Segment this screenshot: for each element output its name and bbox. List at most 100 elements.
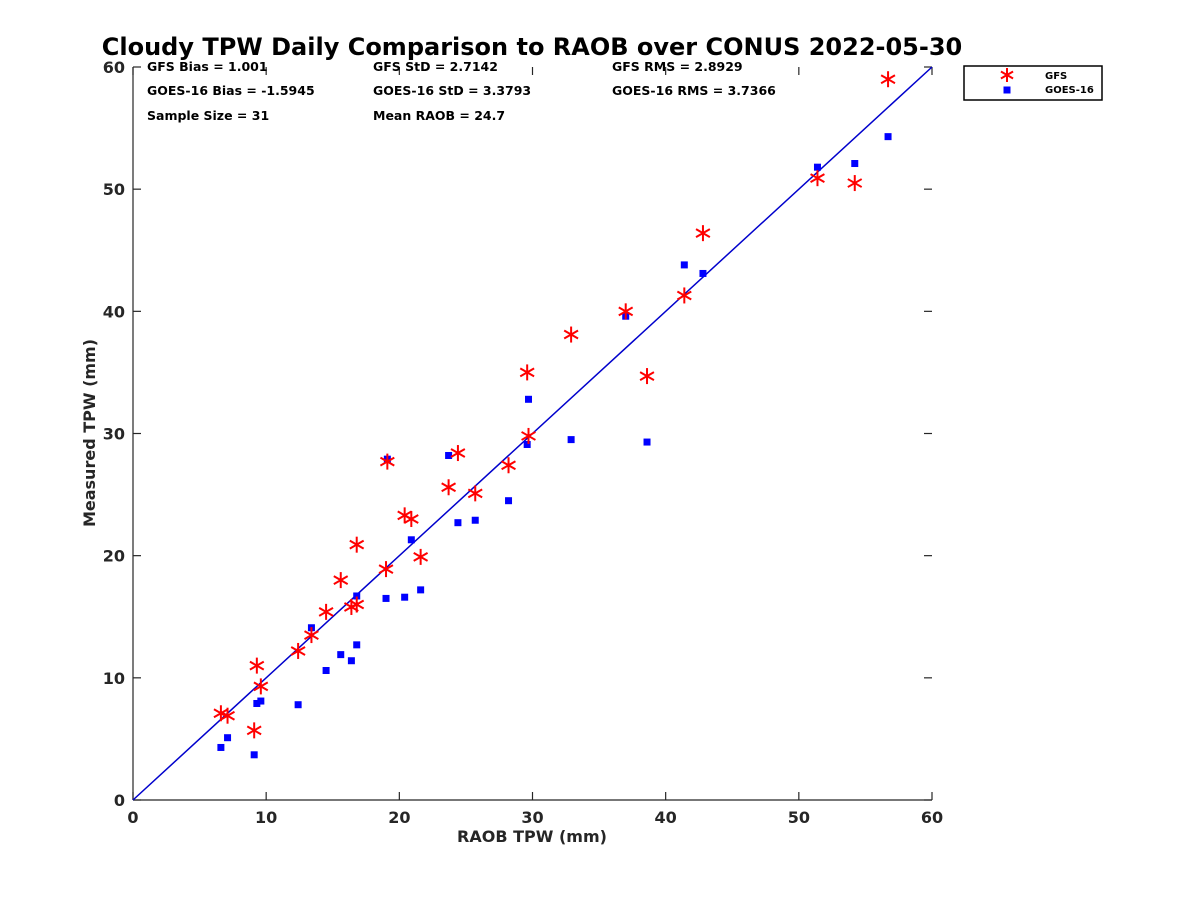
gfs-point xyxy=(519,364,535,381)
asterisk-stroke xyxy=(213,708,229,719)
gfs-point xyxy=(847,175,863,192)
chart-title: Cloudy TPW Daily Comparison to RAOB over… xyxy=(102,33,962,61)
gfs-point xyxy=(618,303,634,320)
asterisk-stroke xyxy=(563,329,579,340)
x-tick-label: 30 xyxy=(521,808,543,827)
goes16-point xyxy=(407,536,415,544)
gfs-std-stat: GFS StD = 2.7142 xyxy=(373,59,498,74)
goes16-point xyxy=(294,701,302,709)
asterisk-stroke xyxy=(349,599,365,610)
asterisk-stroke xyxy=(519,367,535,378)
gfs-point xyxy=(378,561,394,578)
asterisk-stroke xyxy=(880,74,896,85)
goes16-point xyxy=(525,395,533,403)
gfs-point xyxy=(220,707,235,724)
y-tick-label: 60 xyxy=(103,58,125,77)
goes16-point xyxy=(699,269,707,277)
y-axis-ticks: 0 10 20 30 40 50 60 xyxy=(103,58,932,810)
asterisk-stroke xyxy=(847,178,863,188)
goes16-bias-stat: GOES-16 Bias = -1.5945 xyxy=(147,83,315,98)
goes16-point xyxy=(401,593,409,601)
goes16-point xyxy=(253,699,261,707)
asterisk-stroke xyxy=(253,681,269,692)
plot-area: 0 10 20 30 40 50 60 0 10 20 30 40 50 60 xyxy=(103,58,943,827)
legend-goes16-marker xyxy=(1003,86,1011,94)
gfs-point xyxy=(249,657,265,674)
asterisk-stroke xyxy=(695,228,711,239)
gfs-bias-stat: GFS Bias = 1.001 xyxy=(147,59,268,74)
asterisk-stroke xyxy=(249,660,265,671)
gfs-point xyxy=(349,536,365,553)
goes16-point xyxy=(523,440,531,448)
goes16-rms-stat: GOES-16 RMS = 3.7366 xyxy=(612,83,776,98)
goes16-point xyxy=(417,586,425,594)
gfs-point xyxy=(695,225,711,242)
y-tick-label: 50 xyxy=(103,180,125,199)
goes16-point xyxy=(813,163,821,171)
gfs-point xyxy=(501,457,516,474)
goes16-std-stat: GOES-16 StD = 3.3793 xyxy=(373,83,531,98)
goes16-point xyxy=(322,667,330,675)
x-tick-label: 10 xyxy=(255,808,277,827)
asterisk-stroke xyxy=(246,725,262,736)
goes16-point xyxy=(643,438,651,446)
goes16-point xyxy=(382,594,390,602)
asterisk-stroke xyxy=(403,514,419,524)
x-axis-ticks: 0 10 20 30 40 50 60 xyxy=(127,67,943,827)
gfs-point xyxy=(810,170,825,187)
goes16-point xyxy=(567,436,575,444)
y-tick-label: 40 xyxy=(103,302,125,321)
asterisk-stroke xyxy=(220,710,235,721)
gfs-point xyxy=(639,368,655,385)
goes16-point xyxy=(353,592,361,600)
goes16-point xyxy=(851,160,859,168)
stats-annotations: GFS Bias = 1.001 GFS StD = 2.7142 GFS RM… xyxy=(147,59,776,123)
goes16-point xyxy=(224,734,232,742)
asterisk-stroke xyxy=(304,630,319,640)
legend: GFS GOES-16 xyxy=(963,65,1103,101)
asterisk-stroke xyxy=(501,460,516,471)
asterisk-stroke xyxy=(810,173,825,184)
goes16-point xyxy=(454,519,462,527)
asterisk-stroke xyxy=(413,552,429,562)
gfs-point xyxy=(349,596,365,613)
y-tick-label: 30 xyxy=(103,425,125,444)
goes16-point xyxy=(471,516,479,524)
asterisk-stroke xyxy=(676,290,692,301)
goes16-point xyxy=(353,641,361,649)
y-tick-label: 10 xyxy=(103,669,125,688)
goes16-point xyxy=(884,133,892,141)
x-tick-label: 40 xyxy=(655,808,677,827)
asterisk-stroke xyxy=(618,306,634,317)
gfs-point xyxy=(403,511,419,528)
asterisk-stroke xyxy=(521,431,536,441)
legend-gfs-asterisk xyxy=(1000,68,1014,82)
y-axis-title: Measured TPW (mm) xyxy=(80,339,99,527)
gfs-point xyxy=(450,445,466,462)
goes16-point xyxy=(257,697,265,705)
legend-box xyxy=(963,65,1103,101)
gfs-rms-stat: GFS RMS = 2.8929 xyxy=(612,59,743,74)
asterisk-stroke xyxy=(467,488,483,499)
gfs-point xyxy=(253,678,269,695)
goes16-point xyxy=(337,651,345,659)
asterisk-stroke xyxy=(379,456,395,467)
asterisk-stroke xyxy=(639,371,655,381)
asterisk-stroke xyxy=(441,482,457,493)
gfs-point xyxy=(318,603,334,620)
legend-goes16-label: GOES-16 xyxy=(1045,85,1094,96)
gfs-point xyxy=(441,479,457,496)
gfs-point xyxy=(333,572,349,589)
sample-size-stat: Sample Size = 31 xyxy=(147,108,269,123)
gfs-point xyxy=(304,627,319,644)
legend-goes16-square xyxy=(1003,86,1011,94)
asterisk-stroke xyxy=(378,564,394,574)
goes16-point xyxy=(680,261,688,269)
asterisk-stroke xyxy=(290,646,306,656)
asterisk-stroke xyxy=(333,575,349,585)
data-marks xyxy=(213,71,896,759)
legend-gfs-marker xyxy=(1000,68,1014,82)
gfs-point xyxy=(521,427,536,444)
asterisk-stroke xyxy=(349,539,365,550)
